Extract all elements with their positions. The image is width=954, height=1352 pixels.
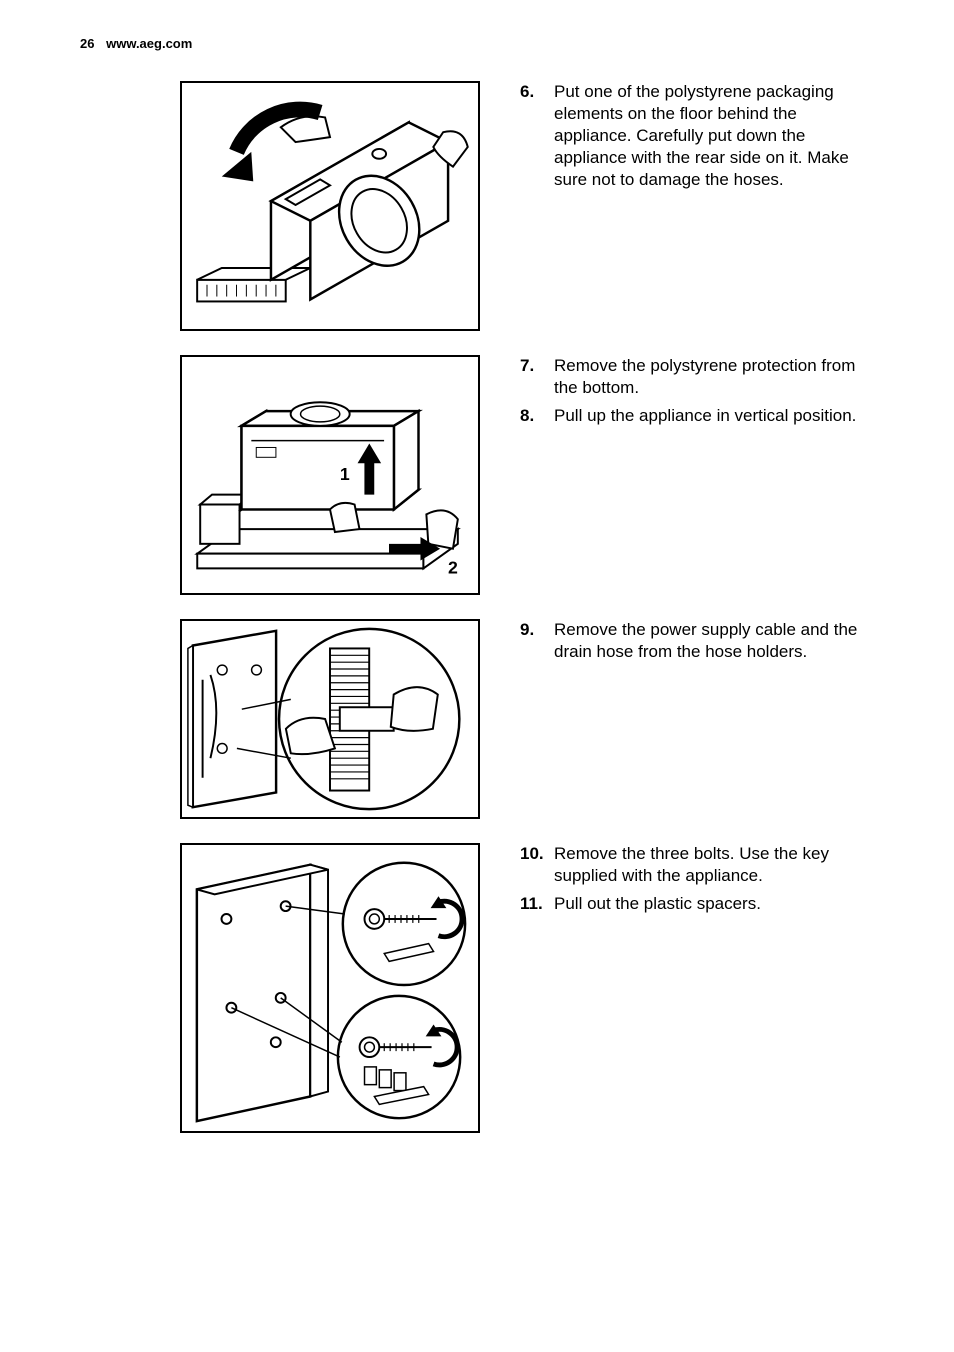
header-site: www.aeg.com [106, 36, 192, 51]
step-row-10-11: 10. Remove the three bolts. Use the key … [80, 843, 874, 1133]
step-number: 9. [520, 619, 554, 641]
step-row-6: 6. Put one of the polystyrene packaging … [80, 81, 874, 331]
step-number: 7. [520, 355, 554, 377]
step-number: 8. [520, 405, 554, 427]
step1011-text: 10. Remove the three bolts. Use the key … [520, 843, 874, 921]
step-9: 9. Remove the power supply cable and the… [520, 619, 874, 663]
illustration-step7-8: 1 2 [180, 355, 480, 595]
step-7: 7. Remove the polystyrene protection fro… [520, 355, 874, 399]
step-text: Put one of the polystyrene packaging ele… [554, 81, 874, 191]
step6-text: 6. Put one of the polystyrene packaging … [520, 81, 874, 197]
step-text: Pull up the appliance in vertical positi… [554, 405, 874, 427]
label-2: 2 [448, 557, 458, 577]
washing-machine-bottom-icon: 1 2 [182, 357, 478, 593]
illustration-step9 [180, 619, 480, 819]
step-row-7-8: 1 2 7. Remove the polystyrene protection… [80, 355, 874, 595]
page-content: 6. Put one of the polystyrene packaging … [80, 81, 874, 1133]
step-10: 10. Remove the three bolts. Use the key … [520, 843, 874, 887]
step-number: 10. [520, 843, 554, 865]
illustration-step6 [180, 81, 480, 331]
step-number: 11. [520, 893, 554, 915]
step-text: Remove the three bolts. Use the key supp… [554, 843, 874, 887]
step-8: 8. Pull up the appliance in vertical pos… [520, 405, 874, 427]
step9-text: 9. Remove the power supply cable and the… [520, 619, 874, 669]
step-text: Remove the power supply cable and the dr… [554, 619, 874, 663]
step-6: 6. Put one of the polystyrene packaging … [520, 81, 874, 191]
step-row-9: 9. Remove the power supply cable and the… [80, 619, 874, 819]
page-number: 26 [80, 36, 94, 51]
bolt-removal-icon [182, 845, 478, 1131]
step78-text: 7. Remove the polystyrene protection fro… [520, 355, 874, 433]
label-1: 1 [340, 464, 350, 484]
illustration-step10-11 [180, 843, 480, 1133]
step-number: 6. [520, 81, 554, 103]
step-11: 11. Pull out the plastic spacers. [520, 893, 874, 915]
step-text: Remove the polystyrene protection from t… [554, 355, 874, 399]
washing-machine-tilt-icon [182, 83, 478, 329]
page-header: 26 www.aeg.com [80, 36, 874, 51]
hose-removal-icon [182, 621, 478, 817]
step-text: Pull out the plastic spacers. [554, 893, 874, 915]
